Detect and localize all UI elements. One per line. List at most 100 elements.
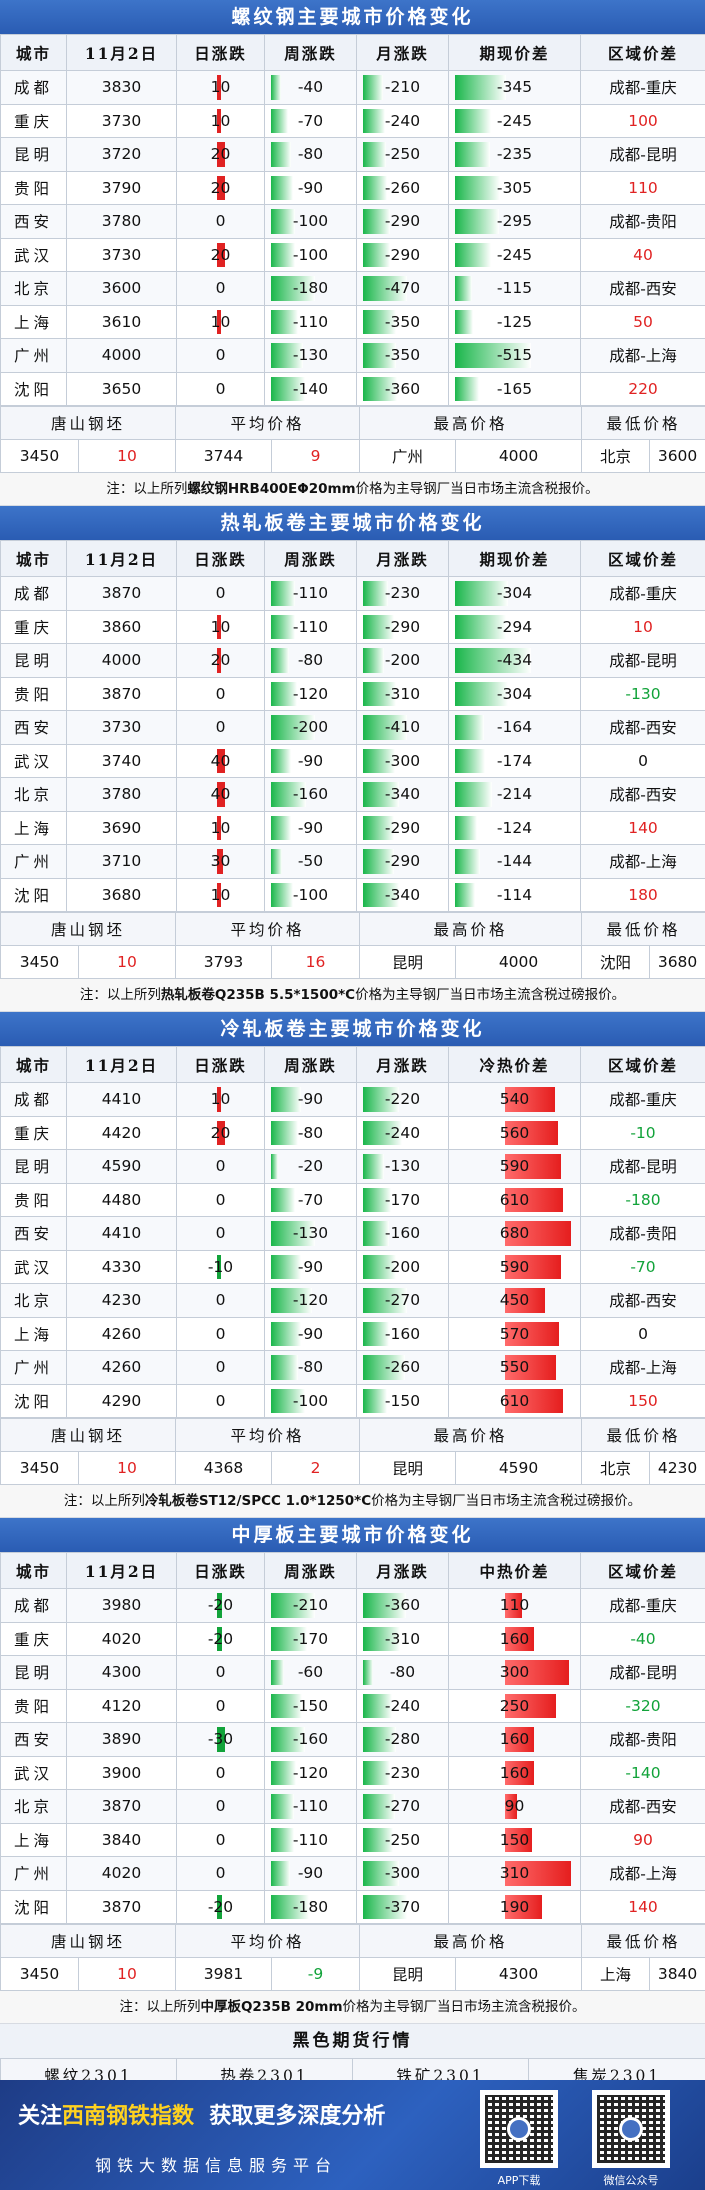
region-spread-text: 成都-昆明 [609,652,677,671]
region-spread: 110 [580,170,705,205]
section-title: 热轧板卷主要城市价格变化 [0,506,705,540]
daily-change-text: 0 [215,684,226,703]
month-bar [363,715,407,740]
city-name-text: 重庆 [13,1124,53,1143]
price-value-text: 3870 [101,1897,142,1916]
week-bar [271,108,288,133]
region-spread-text: 140 [628,818,658,837]
daily-change: 0 [176,338,265,373]
region-spread: 成都-昆明 [580,643,705,678]
month-bar [363,108,385,133]
summary-label: 唐山钢坯 [0,1418,177,1452]
week-bar [271,1794,294,1819]
region-spread: 50 [580,304,705,339]
month-bar [363,75,383,100]
week-bar [271,1355,298,1380]
city-name: 沈阳 [0,877,67,912]
region-spread-text: 150 [628,1391,658,1410]
price-value-text: 3600 [101,279,142,298]
table-row: 贵阳 4120 0 -150 -240 250 -320 [0,1688,705,1723]
month-bar [363,1154,384,1179]
daily-change: 0 [176,204,265,239]
lowest-price: 3680 [649,945,705,979]
summary-label: 平均价格 [175,1418,361,1452]
monthly-change-text: -260 [384,178,421,197]
daily-change: 10 [176,609,265,644]
region-spread-text: 140 [628,1897,658,1916]
daily-change-text: -20 [207,1897,234,1916]
monthly-change-text: -250 [384,145,421,164]
region-spread-text: 40 [633,245,653,264]
app-qr-code[interactable] [480,2090,558,2168]
spread-value-text: 300 [499,1663,530,1682]
lowest-city: 北京 [581,439,651,473]
highest-city: 昆明 [359,945,457,979]
price-table: 城市 11月2日 日涨跌 周涨跌 月涨跌 期现价差 区域价差 成都 3830 10 -40 -210 -… [0,34,705,406]
monthly-change-text: -290 [384,245,421,264]
daily-change: 30 [176,844,265,879]
section-title: 螺纹钢主要城市价格变化 [0,0,705,34]
billet-price: 3450 [0,439,79,473]
monthly-change: -290 [356,810,449,845]
week-bar [271,1727,305,1752]
spread-value: 550 [448,1350,581,1385]
region-spread-text: 成都-重庆 [609,79,677,98]
table-header: 城市 11月2日 日涨跌 周涨跌 月涨跌 期现价差 区域价差 [0,34,705,71]
footnote-product: 热轧板卷Q235B 5.5*1500*C [160,987,356,1003]
week-bar [271,1288,312,1313]
region-spread-text: -130 [625,684,661,703]
daily-change-text: 0 [215,1391,226,1410]
spread-value: 300 [448,1655,581,1690]
city-name: 北京 [0,1283,67,1318]
column-header: 区域价差 [580,34,705,71]
spread-value: 160 [448,1621,581,1656]
spread-value-text: 160 [499,1730,530,1749]
region-spread-text: -320 [625,1696,661,1715]
city-name-text: 北京 [13,786,53,805]
region-spread-text: 成都-贵阳 [609,1731,677,1750]
monthly-change-text: -310 [384,1629,421,1648]
city-name: 武汉 [0,1249,67,1284]
weekly-change: -90 [264,170,357,205]
daily-change-text: 0 [215,1324,226,1343]
price-value-text: 3710 [101,852,142,871]
price-value-text: 3830 [101,78,142,97]
monthly-change-text: -150 [384,1391,421,1410]
weekly-change-text: -120 [292,684,329,703]
table-row: 西安 3890 -30 -160 -280 160 成都-贵阳 [0,1722,705,1757]
price-value: 3860 [66,609,177,644]
city-name-text: 上海 [13,313,53,332]
price-value: 3730 [66,103,177,138]
spread-value: -165 [448,371,581,406]
daily-change: 20 [176,643,265,678]
column-header: 日涨跌 [176,1552,265,1589]
daily-change: -20 [176,1588,265,1623]
wechat-qr-code[interactable] [592,2090,670,2168]
footnote-product: 冷轧板卷ST12/SPCC 1.0*1250*C [144,1493,372,1509]
highest-city: 昆明 [359,1451,457,1485]
spread-bar [505,1087,555,1112]
weekly-change-text: -140 [292,379,329,398]
monthly-change-text: -360 [384,1596,421,1615]
spread-bar [505,1355,556,1380]
spread-bar [505,1288,545,1313]
spread-bar [505,1254,561,1279]
region-spread-text: 50 [633,312,653,331]
weekly-change: -130 [264,338,357,373]
weekly-change: -100 [264,1383,357,1418]
table-row: 沈阳 3870 -20 -180 -370 190 140 [0,1889,705,1924]
region-spread-text: 成都-重庆 [609,1597,677,1616]
month-bar [363,142,386,167]
price-value-text: 3890 [101,1730,142,1749]
city-name-text: 成都 [13,1091,53,1110]
spread-bar [455,648,531,673]
spread-bar [455,209,499,234]
city-name-text: 成都 [13,79,53,98]
monthly-change-text: -240 [384,1123,421,1142]
daily-change-text: 20 [210,245,231,264]
price-value-text: 4000 [101,346,142,365]
footnote-suffix: 价格为主导钢厂当日市场主流含税过磅报价。 [371,1493,642,1509]
price-value-text: 3720 [101,145,142,164]
daily-change-text: 0 [215,1663,226,1682]
highest-price: 4300 [455,1957,583,1991]
